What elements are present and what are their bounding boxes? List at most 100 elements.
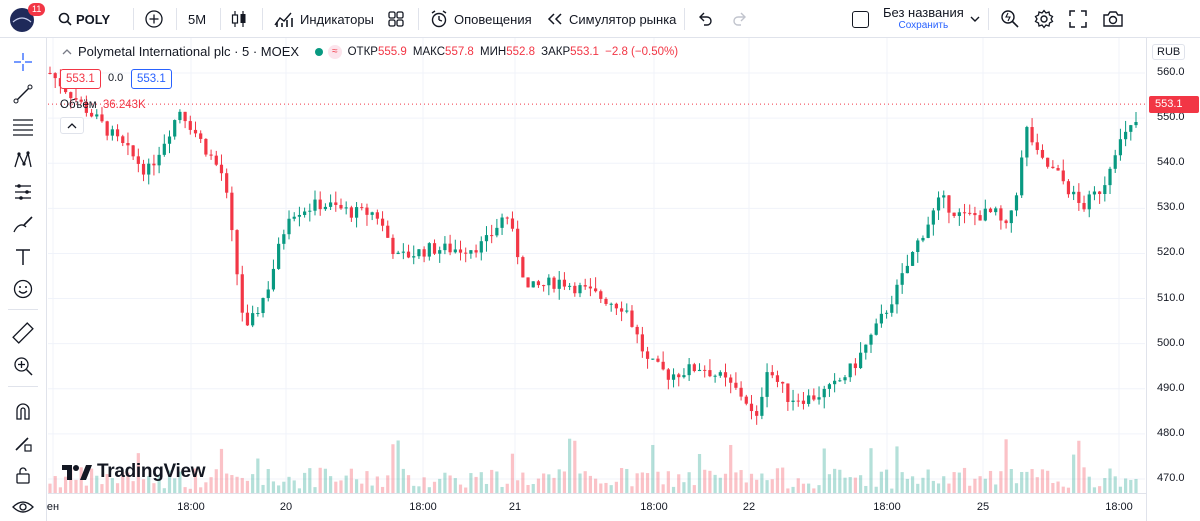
candle-body	[328, 202, 333, 207]
price-chart[interactable]	[48, 38, 1145, 493]
pattern-tool[interactable]	[11, 148, 35, 172]
currency-button[interactable]: RUB	[1152, 44, 1186, 60]
layout-name-button[interactable]: Без названия Сохранить	[852, 0, 964, 38]
sell-button[interactable]: 553.1	[60, 69, 101, 89]
collapse-panes-button[interactable]	[60, 117, 84, 134]
volume-bar	[240, 477, 244, 493]
collapse-legend-icon[interactable]	[62, 48, 72, 56]
settings-button[interactable]	[1034, 0, 1054, 38]
chart-type-button[interactable]	[230, 0, 248, 38]
lock-tool[interactable]	[11, 463, 35, 487]
volume-bar	[781, 467, 785, 493]
layouts-button[interactable]	[387, 0, 405, 38]
undo-button[interactable]	[697, 0, 713, 38]
price-tick-label: 560.0	[1157, 66, 1185, 78]
volume-bar	[313, 487, 317, 493]
quick-search-button[interactable]	[1000, 0, 1020, 38]
candle-body	[713, 375, 717, 377]
candle-body	[131, 145, 135, 157]
candle-body	[640, 334, 644, 352]
volume-bar	[666, 471, 670, 493]
price-tick-label: 510.0	[1157, 291, 1185, 304]
low-value: 552.8	[506, 45, 535, 58]
volume-bar	[547, 474, 551, 493]
ruler-tool[interactable]	[11, 321, 35, 345]
candle-body	[521, 257, 525, 278]
lock-open-icon	[16, 467, 30, 484]
indicators-button[interactable]: Индикаторы	[274, 0, 374, 38]
trend-line-tool[interactable]	[11, 82, 35, 106]
volume-bar	[677, 474, 681, 493]
candle-body	[931, 210, 935, 225]
volume-bar	[453, 478, 457, 493]
crosshair-tool[interactable]	[11, 50, 35, 74]
volume-bar	[656, 471, 660, 493]
replay-button[interactable]: Симулятор рынка	[546, 0, 676, 38]
candle-body	[552, 277, 556, 289]
candle-body	[1061, 170, 1065, 182]
candle-body	[126, 143, 130, 146]
price-axis[interactable]: RUB 470.0 480.0 490.0 500.0 510.0 520.0 530.0 5…	[1146, 38, 1200, 521]
volume-bar	[895, 446, 899, 493]
candle-body	[427, 243, 431, 257]
candle-body	[1025, 127, 1029, 158]
volume-bar	[1009, 468, 1013, 493]
volume-bar	[417, 486, 421, 493]
candle-body	[365, 207, 369, 215]
rewind-icon	[547, 13, 562, 25]
candle-body	[1030, 127, 1034, 143]
text-tool[interactable]	[11, 245, 35, 269]
forecast-tool[interactable]	[11, 180, 35, 204]
candle-body	[697, 369, 702, 372]
volume-bar	[1129, 479, 1133, 493]
candle-body	[801, 400, 806, 404]
brush-tool[interactable]	[11, 213, 35, 237]
candle-body	[671, 374, 676, 380]
interval-button[interactable]: 5M	[188, 11, 207, 27]
redo-button[interactable]	[732, 0, 748, 38]
buy-button[interactable]: 553.1	[131, 69, 172, 89]
candle-body	[1046, 157, 1050, 167]
fullscreen-button[interactable]	[1069, 0, 1087, 38]
lock-drawings-tool[interactable]	[11, 431, 35, 455]
visibility-tool[interactable]	[11, 495, 35, 519]
volume-bar	[864, 485, 868, 493]
eye-icon	[12, 501, 34, 513]
fib-tool[interactable]	[11, 115, 35, 139]
candle-body	[484, 235, 489, 242]
layout-menu-button[interactable]	[970, 0, 980, 38]
candle-body	[786, 383, 790, 402]
candle-body	[453, 249, 457, 253]
candle-body	[141, 163, 146, 175]
volume-bar	[391, 444, 395, 493]
volume-bar	[957, 472, 961, 493]
open-value: 555.9	[377, 45, 407, 58]
emoji-tool[interactable]	[11, 277, 35, 301]
candle-body	[1009, 210, 1013, 224]
candle-body	[859, 352, 863, 369]
compare-symbol-button[interactable]	[144, 0, 164, 38]
candle-body	[406, 251, 411, 258]
volume-bar	[510, 453, 515, 493]
symbol-title[interactable]: Polymetal International plc · 5 · MOEX	[78, 44, 300, 59]
user-avatar[interactable]: 11	[8, 0, 46, 38]
symbol-label: POLY	[76, 11, 111, 27]
volume-bar	[1134, 478, 1138, 493]
candle-body	[1082, 202, 1086, 210]
chart-pane[interactable]	[48, 38, 1145, 493]
symbol-search-button[interactable]: POLY	[58, 0, 110, 38]
volume-bar	[1025, 471, 1029, 493]
zoom-in-tool[interactable]	[11, 354, 35, 378]
volume-bar	[292, 480, 296, 493]
volume-bar	[910, 476, 915, 493]
candle-body	[95, 114, 99, 117]
time-axis[interactable]: ен 18:00 20 18:00 21 18:00 22 18:00 25 18:00	[47, 493, 1146, 521]
delayed-data-icon[interactable]: ≈	[328, 44, 342, 59]
snapshot-button[interactable]	[1102, 0, 1124, 38]
magnet-tool[interactable]	[11, 399, 35, 423]
candle-body	[479, 241, 483, 253]
price-tick-label: 480.0	[1157, 426, 1185, 439]
alerts-button[interactable]: Оповещения	[429, 0, 532, 38]
candle-body	[1118, 139, 1123, 156]
candle-body	[204, 138, 208, 155]
